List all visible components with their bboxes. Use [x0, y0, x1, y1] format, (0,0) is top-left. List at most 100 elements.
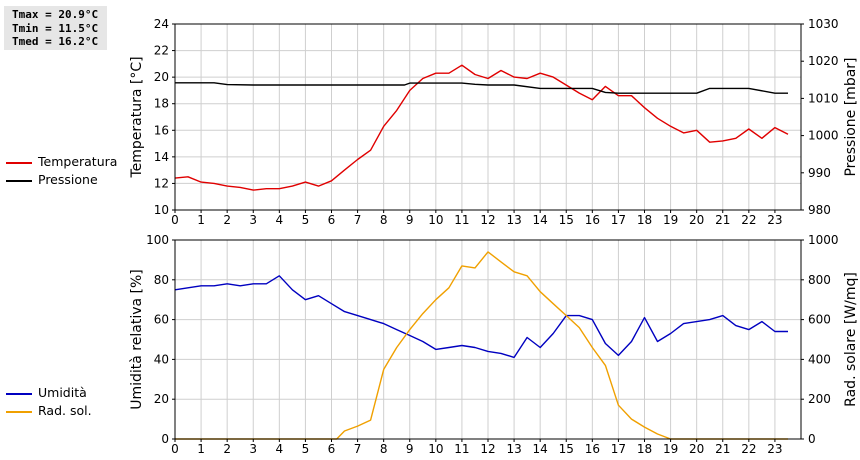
- legend-swatch-temperatura: [6, 161, 32, 164]
- x-tick-label: 14: [533, 442, 548, 456]
- legend-label-umidita: Umidità: [38, 385, 87, 400]
- y-left-tick-label: 24: [154, 17, 169, 31]
- x-tick-label: 16: [585, 213, 600, 227]
- legend-item-temperatura: Temperatura: [6, 154, 117, 169]
- legend-item-radsol: Rad. sol.: [6, 403, 92, 418]
- y-left-tick-label: 12: [154, 176, 169, 190]
- legend-label-radsol: Rad. sol.: [38, 403, 92, 418]
- tmin-text: Tmin = 11.5°C: [12, 21, 99, 35]
- tmax-text: Tmax = 20.9°C: [12, 8, 99, 21]
- x-tick-label: 20: [689, 213, 704, 227]
- legend-swatch-umidita: [6, 392, 32, 395]
- chart-panel-hum: 0 1 2 3 4 5 6 7 8 9 10 11 12 13 14 15 16 17 18 19 20 21 22 2302…: [129, 233, 859, 456]
- x-tick-label: 11: [454, 442, 469, 456]
- x-tick-label: 22: [741, 442, 756, 456]
- x-tick-label: 6: [328, 442, 336, 456]
- x-tick-label: 11: [454, 213, 469, 227]
- x-tick-label: 3: [249, 442, 257, 456]
- x-tick-label: 6: [328, 213, 336, 227]
- y-left-tick-label: 14: [154, 150, 169, 164]
- legend-swatch-pressione: [6, 179, 32, 182]
- x-tick-label: 23: [767, 213, 782, 227]
- series-line-pressione: [175, 82, 788, 94]
- x-tick-label: 19: [663, 213, 678, 227]
- y-right-tick-label: 1000: [808, 129, 839, 143]
- y-left-tick-label: 40: [154, 352, 169, 366]
- y-right-tick-label: 0: [808, 432, 816, 446]
- x-tick-label: 21: [715, 442, 730, 456]
- legend-label-temperatura: Temperatura: [38, 154, 118, 169]
- y-left-tick-label: 10: [154, 203, 169, 217]
- x-tick-label: 2: [223, 442, 231, 456]
- x-tick-label: 7: [354, 442, 362, 456]
- y-right-tick-label: 600: [808, 313, 831, 327]
- x-tick-label: 9: [406, 442, 414, 456]
- x-tick-label: 8: [380, 442, 388, 456]
- x-tick-label: 8: [380, 213, 388, 227]
- stats-box: Tmax = 20.9°C Tmin = 11.5°C Tmed = 16.2°…: [4, 6, 107, 50]
- x-tick-label: 1: [197, 442, 205, 456]
- x-tick-label: 5: [302, 213, 310, 227]
- x-tick-label: 15: [559, 442, 574, 456]
- x-tick-label: 17: [611, 442, 626, 456]
- legend-item-umidita: Umidità: [6, 385, 87, 400]
- x-tick-label: 10: [428, 442, 443, 456]
- y-left-tick-label: 100: [146, 233, 169, 247]
- x-tick-label: 7: [354, 213, 362, 227]
- x-tick-label: 13: [506, 213, 521, 227]
- y-left-tick-label: 60: [154, 313, 169, 327]
- x-tick-label: 17: [611, 213, 626, 227]
- y-right-tick-label: 1000: [808, 233, 839, 247]
- y-right-tick-label: 1020: [808, 54, 839, 68]
- x-tick-label: 20: [689, 442, 704, 456]
- y-right-tick-label: 800: [808, 273, 831, 287]
- x-tick-label: 15: [559, 213, 574, 227]
- x-tick-label: 12: [480, 442, 495, 456]
- x-tick-label: 18: [637, 213, 652, 227]
- x-tick-label: 13: [506, 442, 521, 456]
- legend-item-pressione: Pressione: [6, 172, 98, 187]
- y-left-tick-label: 16: [154, 123, 169, 137]
- y-right-axis-title: Pressione [mbar]: [843, 57, 859, 176]
- x-tick-label: 23: [767, 442, 782, 456]
- x-tick-label: 9: [406, 213, 414, 227]
- x-tick-label: 3: [249, 213, 257, 227]
- y-right-tick-label: 990: [808, 166, 831, 180]
- legend-label-pressione: Pressione: [38, 172, 98, 187]
- x-tick-label: 0: [171, 442, 179, 456]
- y-left-tick-label: 20: [154, 392, 169, 406]
- x-tick-label: 4: [276, 213, 284, 227]
- chart-panel-temp: 0 1 2 3 4 5 6 7 8 9 10 11 12 13 14 15 16 17 18 19 20 21 22 2310…: [129, 17, 859, 227]
- x-tick-label: 0: [171, 213, 179, 227]
- x-tick-label: 14: [533, 213, 548, 227]
- tmed-text: Tmed = 16.2°C: [12, 35, 99, 48]
- series-line-temperatura: [174, 64, 789, 191]
- x-tick-label: 10: [428, 213, 443, 227]
- y-right-tick-label: 1010: [808, 91, 839, 105]
- y-left-tick-label: 20: [154, 70, 169, 84]
- x-tick-label: 5: [302, 442, 310, 456]
- y-left-tick-label: 80: [154, 273, 169, 287]
- y-right-tick-label: 1030: [808, 17, 839, 31]
- x-tick-label: 16: [585, 442, 600, 456]
- x-tick-label: 4: [276, 442, 284, 456]
- x-tick-label: 2: [223, 213, 231, 227]
- x-tick-label: 22: [741, 213, 756, 227]
- y-left-axis-title: Umidità relativa [%]: [129, 269, 145, 410]
- y-left-axis-title: Temperatura [°C]: [129, 56, 145, 178]
- x-tick-label: 21: [715, 213, 730, 227]
- legend-swatch-radsol: [6, 410, 32, 413]
- y-left-tick-label: 22: [154, 44, 169, 58]
- x-tick-label: 12: [480, 213, 495, 227]
- y-right-tick-label: 400: [808, 352, 831, 366]
- y-left-tick-label: 0: [161, 432, 169, 446]
- y-right-tick-label: 200: [808, 392, 831, 406]
- x-tick-label: 1: [197, 213, 205, 227]
- x-tick-label: 19: [663, 442, 678, 456]
- y-left-tick-label: 18: [154, 97, 169, 111]
- series-line-umidit-: [174, 275, 788, 359]
- y-right-tick-label: 980: [808, 203, 831, 217]
- x-tick-label: 18: [637, 442, 652, 456]
- y-right-axis-title: Rad. solare [W/mq]: [843, 272, 859, 407]
